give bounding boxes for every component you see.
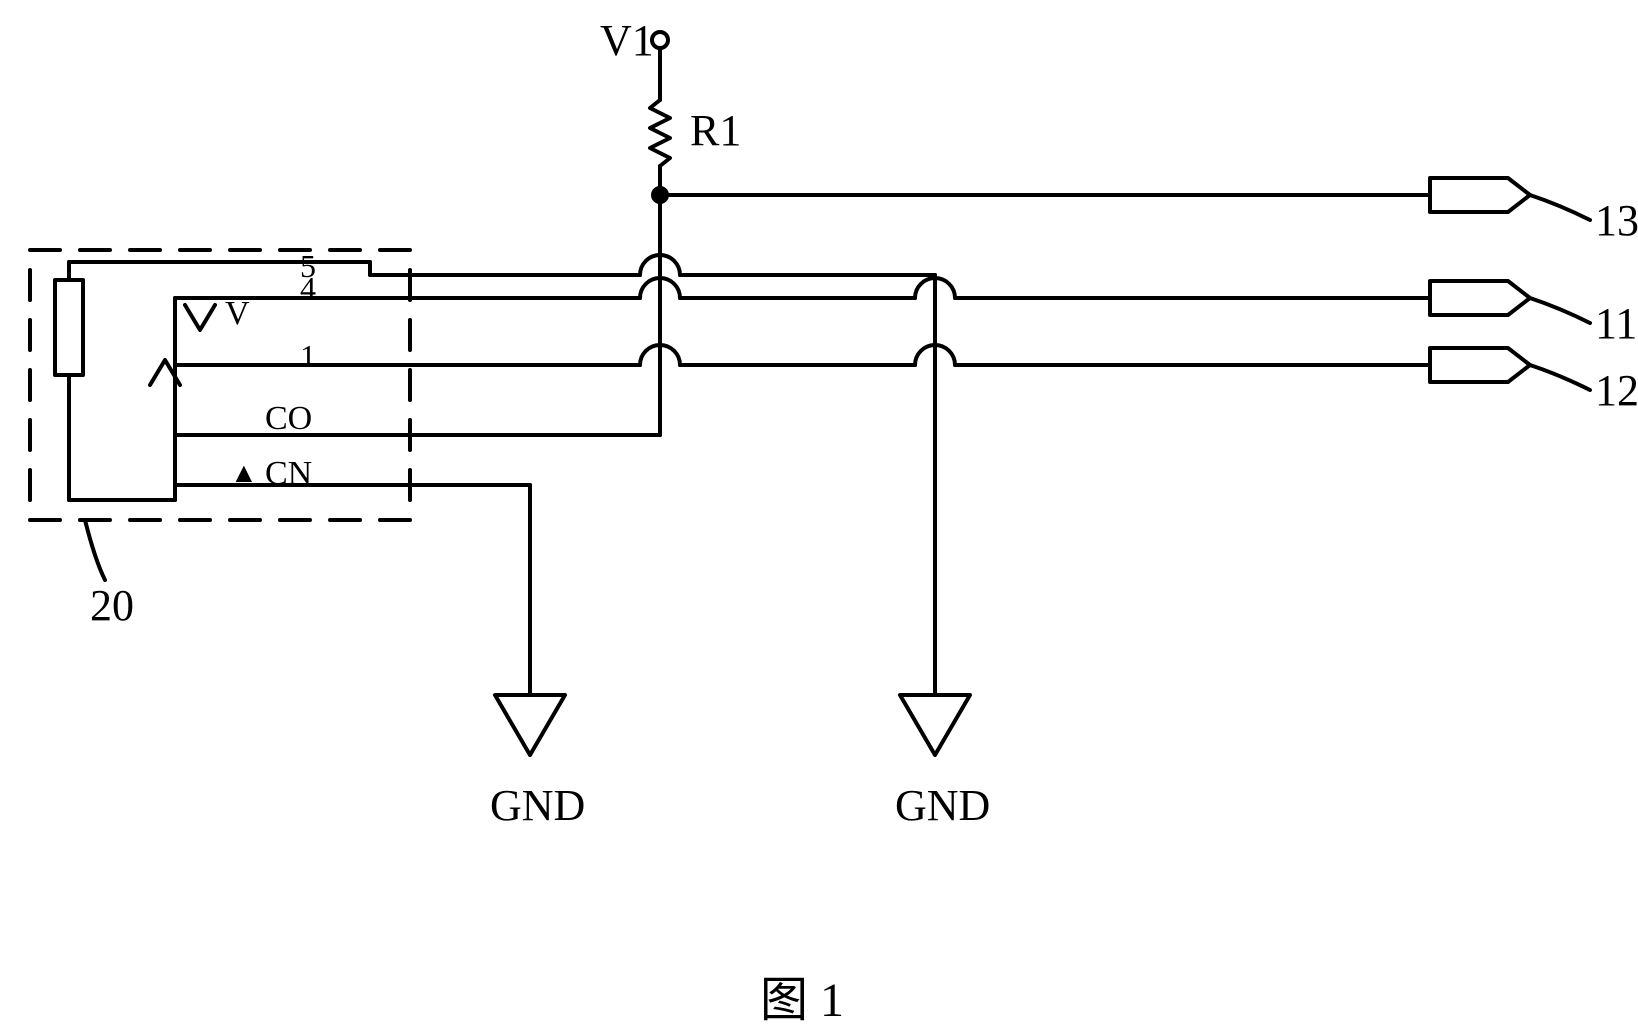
label-ref13: 13: [1595, 195, 1638, 246]
v1-terminal: [652, 32, 668, 48]
leader-12: [1530, 365, 1590, 390]
label-pin1: 1: [300, 338, 316, 375]
leader-20: [85, 520, 105, 580]
label-gnd-left: GND: [490, 780, 585, 831]
r1-resistor: [650, 100, 670, 166]
label-cn-tri: ▲: [230, 458, 258, 490]
label-ref20: 20: [90, 580, 134, 631]
inner-component: [55, 280, 83, 375]
leader-13: [1530, 195, 1590, 220]
label-ref11: 11: [1595, 298, 1637, 349]
circuit-diagram: [0, 0, 1638, 1035]
label-pin4: 4: [300, 270, 316, 307]
gnd-right-symbol: [900, 695, 970, 755]
port-13: [1430, 178, 1530, 212]
port-12: [1430, 348, 1530, 382]
label-gnd-right: GND: [895, 780, 990, 831]
gnd-left-symbol: [495, 695, 565, 755]
leader-11: [1530, 298, 1590, 323]
label-ref12: 12: [1595, 365, 1638, 416]
figure-caption: 图 1: [760, 960, 844, 1030]
v-caret: [185, 305, 215, 330]
label-v1: V1: [600, 15, 654, 66]
label-v-mark: V: [225, 295, 250, 333]
label-co: CO: [265, 400, 312, 438]
component-20-outline: [30, 250, 410, 520]
label-r1: R1: [690, 105, 741, 156]
port-11: [1430, 281, 1530, 315]
label-cn: CN: [265, 455, 312, 493]
